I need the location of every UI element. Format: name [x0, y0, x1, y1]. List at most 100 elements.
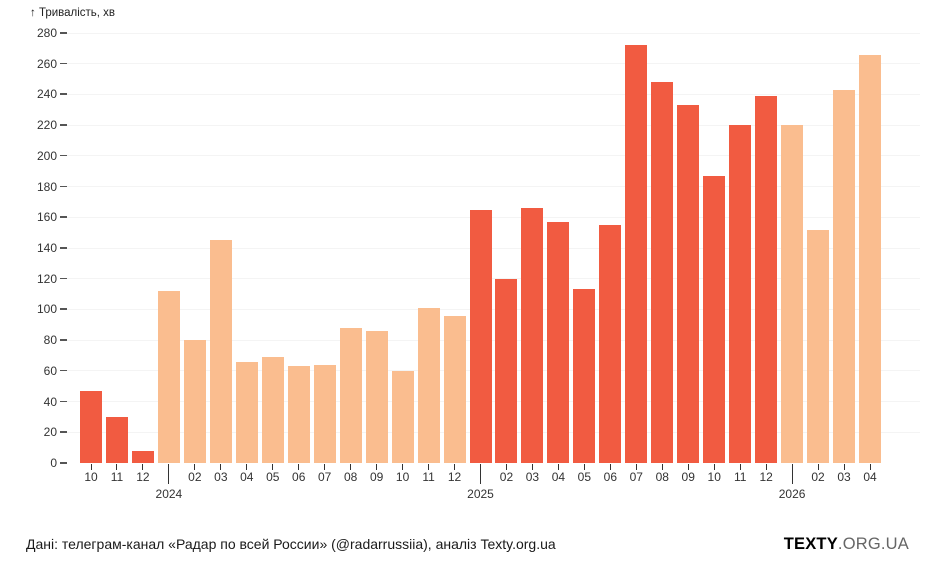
x-month-label: 03: [837, 470, 851, 484]
bar-2024-05: [261, 357, 284, 463]
bar-2025-04: [547, 221, 570, 463]
bar-2026-04: [859, 54, 881, 463]
x-tick-month: [428, 464, 430, 470]
y-tick-label: 220: [36, 118, 57, 133]
x-tick-year: [791, 464, 793, 484]
bar-2025-07: [625, 45, 648, 463]
x-month-label: 11: [733, 470, 747, 484]
bar-2024-03: [209, 240, 232, 463]
x-month-label: 12: [447, 470, 462, 484]
x-tick-month: [843, 464, 845, 470]
x-month-label: 12: [759, 470, 773, 484]
bar-2025-11: [729, 125, 752, 463]
bar-2023-12: [131, 450, 154, 463]
y-tick-mark: [60, 277, 67, 280]
y-tick-mark: [60, 154, 67, 157]
x-year-label: 2026: [778, 487, 806, 501]
bar-2025-05: [573, 289, 596, 463]
y-tick-label: 240: [36, 87, 57, 102]
x-tick-month: [609, 464, 611, 470]
x-month-label: 07: [318, 470, 332, 484]
x-month-label: 05: [266, 470, 280, 484]
x-year-label: 2024: [155, 487, 183, 501]
x-tick-month: [454, 464, 456, 470]
x-month-label: 03: [525, 470, 540, 484]
bar-2025-03: [521, 208, 544, 463]
bar-2026-01: [781, 125, 804, 463]
x-month-label: 08: [655, 470, 669, 484]
x-tick-month: [298, 464, 300, 470]
x-month-label: 05: [577, 470, 592, 484]
x-tick-month: [402, 464, 404, 470]
bar-2026-03: [833, 89, 856, 463]
x-month-label: 08: [343, 470, 358, 484]
x-tick-year: [480, 464, 481, 484]
gridline: [66, 308, 920, 310]
x-month-label: 06: [603, 470, 617, 484]
gridline: [66, 124, 920, 126]
bar-2024-06: [287, 366, 310, 463]
gridline: [66, 431, 920, 433]
y-tick-label: 280: [36, 26, 57, 40]
x-month-label: 04: [240, 470, 254, 484]
texty-logo-rest: .ORG.UA: [837, 535, 909, 553]
x-month-label: 11: [422, 470, 435, 484]
x-month-label: 11: [110, 470, 124, 484]
gridline: [66, 401, 920, 403]
bar-2023-10: [80, 390, 102, 463]
y-tick-mark: [60, 247, 67, 249]
x-tick-month: [739, 464, 741, 470]
x-tick-month: [869, 464, 871, 470]
y-tick-label: 80: [43, 333, 57, 348]
gridline: [66, 155, 920, 157]
y-tick-mark: [60, 462, 67, 464]
y-tick-label: 100: [36, 302, 57, 317]
y-tick-mark: [60, 62, 67, 65]
x-tick-month: [817, 464, 819, 470]
y-tick-label: 120: [36, 271, 57, 286]
y-tick-label: 140: [36, 241, 57, 255]
bar-2025-12: [755, 95, 778, 463]
bar-2024-02: [183, 340, 206, 463]
y-tick-label: 0: [50, 456, 57, 470]
texty-logo[interactable]: TEXTY.ORG.UA: [784, 535, 909, 554]
y-tick-mark: [60, 308, 67, 310]
x-month-label: 02: [499, 470, 514, 484]
gridline: [66, 339, 920, 341]
x-tick-year: [168, 464, 170, 484]
x-month-label: 02: [188, 470, 202, 484]
gridline: [66, 63, 920, 65]
x-tick-month: [246, 464, 248, 470]
x-tick-month: [583, 464, 585, 470]
x-tick-month: [142, 464, 144, 470]
x-tick-month: [220, 464, 222, 470]
gridline: [66, 247, 920, 249]
y-tick-mark: [60, 431, 67, 433]
y-tick-mark: [60, 124, 67, 126]
y-tick-mark: [60, 339, 67, 341]
x-tick-month: [324, 464, 326, 470]
bar-2023-11: [105, 416, 128, 463]
x-tick-month: [350, 464, 352, 470]
x-tick-month: [635, 464, 637, 470]
x-month-label: 12: [136, 470, 150, 484]
y-tick-mark: [60, 185, 67, 188]
x-tick-month: [765, 464, 767, 470]
x-tick-month: [505, 464, 507, 470]
bar-2024-11: [417, 307, 440, 463]
x-month-label: 07: [629, 470, 643, 484]
x-month-label: 02: [811, 470, 825, 484]
bar-2025-01: [469, 209, 492, 463]
y-tick-label: 200: [36, 148, 57, 163]
gridline: [66, 186, 920, 188]
x-month-label: 09: [681, 470, 695, 484]
bar-2024-12: [443, 315, 466, 463]
y-tick-mark: [60, 216, 67, 218]
y-tick-mark: [60, 32, 67, 34]
source-note: Дані: телеграм-канал «Радар по всей Росс…: [26, 536, 556, 552]
gridline: [66, 278, 920, 280]
y-tick-label: 20: [43, 425, 57, 440]
gridline: [66, 216, 920, 218]
texty-logo-bold: TEXTY: [783, 535, 838, 553]
